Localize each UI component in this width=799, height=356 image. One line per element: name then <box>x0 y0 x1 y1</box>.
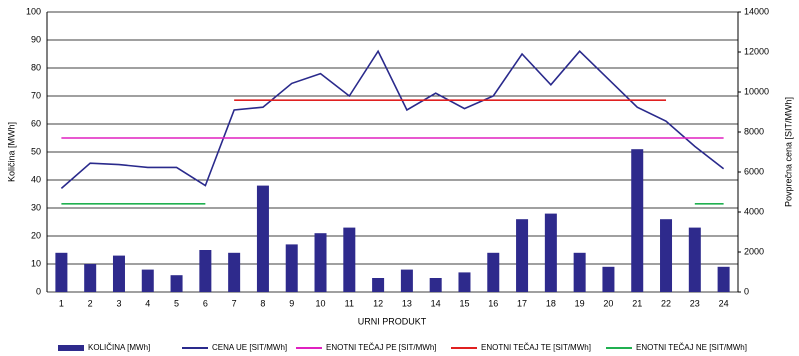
bar <box>429 278 442 292</box>
bar <box>458 272 471 292</box>
x-tick-label: 19 <box>575 298 585 308</box>
bar <box>256 185 269 292</box>
y2-tick-label: 6000 <box>744 166 764 176</box>
bar <box>170 275 183 292</box>
y2-tick-label: 10000 <box>744 86 769 96</box>
y-tick-label: 90 <box>31 34 41 44</box>
y-tick-label: 80 <box>31 62 41 72</box>
y-tick-label: 0 <box>36 286 41 296</box>
x-axis-label: URNI PRODUKT <box>358 316 427 326</box>
legend-swatch <box>58 345 84 351</box>
bar <box>573 252 586 292</box>
x-tick-label: 16 <box>488 298 498 308</box>
x-tick-label: 20 <box>603 298 613 308</box>
x-tick-label: 1 <box>59 298 64 308</box>
bar <box>717 266 730 292</box>
x-tick-label: 11 <box>345 298 354 308</box>
bar <box>688 227 701 292</box>
x-tick-label: 12 <box>373 298 383 308</box>
x-tick-label: 21 <box>632 298 642 308</box>
y2-tick-label: 4000 <box>744 206 764 216</box>
y-tick-label: 30 <box>31 202 41 212</box>
y2-tick-label: 14000 <box>744 6 769 16</box>
bar <box>199 250 212 292</box>
x-tick-label: 23 <box>690 298 700 308</box>
y-tick-label: 10 <box>31 258 41 268</box>
y2-tick-label: 8000 <box>744 126 764 136</box>
legend-label: ENOTNI TEČAJ NE [SIT/MWh] <box>636 343 747 352</box>
x-tick-label: 14 <box>431 298 441 308</box>
x-tick-label: 9 <box>289 298 294 308</box>
y2-tick-label: 0 <box>744 286 749 296</box>
y-tick-label: 70 <box>31 90 41 100</box>
bar <box>343 227 356 292</box>
legend-label: ENOTNI TEČAJ TE [SIT/MWh] <box>481 343 591 352</box>
x-tick-label: 22 <box>661 298 671 308</box>
x-tick-label: 15 <box>459 298 469 308</box>
x-tick-label: 6 <box>203 298 208 308</box>
bar <box>400 269 413 292</box>
bar <box>602 266 615 292</box>
y-axis-label: Količina [MWh] <box>6 122 16 182</box>
bar <box>55 252 68 292</box>
x-tick-label: 4 <box>145 298 150 308</box>
y2-tick-label: 2000 <box>744 246 764 256</box>
x-tick-label: 10 <box>316 298 326 308</box>
bar <box>516 219 529 292</box>
x-tick-label: 24 <box>719 298 729 308</box>
legend-label: KOLIČINA [MWh] <box>88 343 150 352</box>
bar <box>372 278 385 292</box>
y-tick-label: 50 <box>31 146 41 156</box>
y-tick-label: 40 <box>31 174 41 184</box>
x-tick-label: 13 <box>402 298 412 308</box>
bar <box>660 219 673 292</box>
bar <box>228 252 241 292</box>
y-tick-label: 20 <box>31 230 41 240</box>
x-tick-label: 8 <box>260 298 265 308</box>
bar <box>112 255 125 292</box>
y-tick-label: 60 <box>31 118 41 128</box>
x-tick-label: 3 <box>116 298 121 308</box>
y2-tick-label: 12000 <box>744 46 769 56</box>
bar <box>84 264 97 292</box>
legend-label: CENA UE [SIT/MWh] <box>212 343 287 352</box>
bar <box>314 233 327 292</box>
y2-axis-label: Povprečna cena [SIT/MWh] <box>783 97 793 207</box>
x-tick-label: 17 <box>517 298 527 308</box>
legend-label: ENOTNI TEČAJ PE [SIT/MWh] <box>326 343 437 352</box>
x-tick-label: 7 <box>232 298 237 308</box>
bar <box>285 244 298 292</box>
x-tick-label: 2 <box>88 298 93 308</box>
bar <box>487 252 500 292</box>
x-tick-label: 5 <box>174 298 179 308</box>
bar <box>141 269 154 292</box>
x-tick-label: 18 <box>546 298 556 308</box>
y-tick-label: 100 <box>26 6 41 16</box>
bar <box>631 149 644 292</box>
bar <box>544 213 557 292</box>
line <box>60 49 725 190</box>
